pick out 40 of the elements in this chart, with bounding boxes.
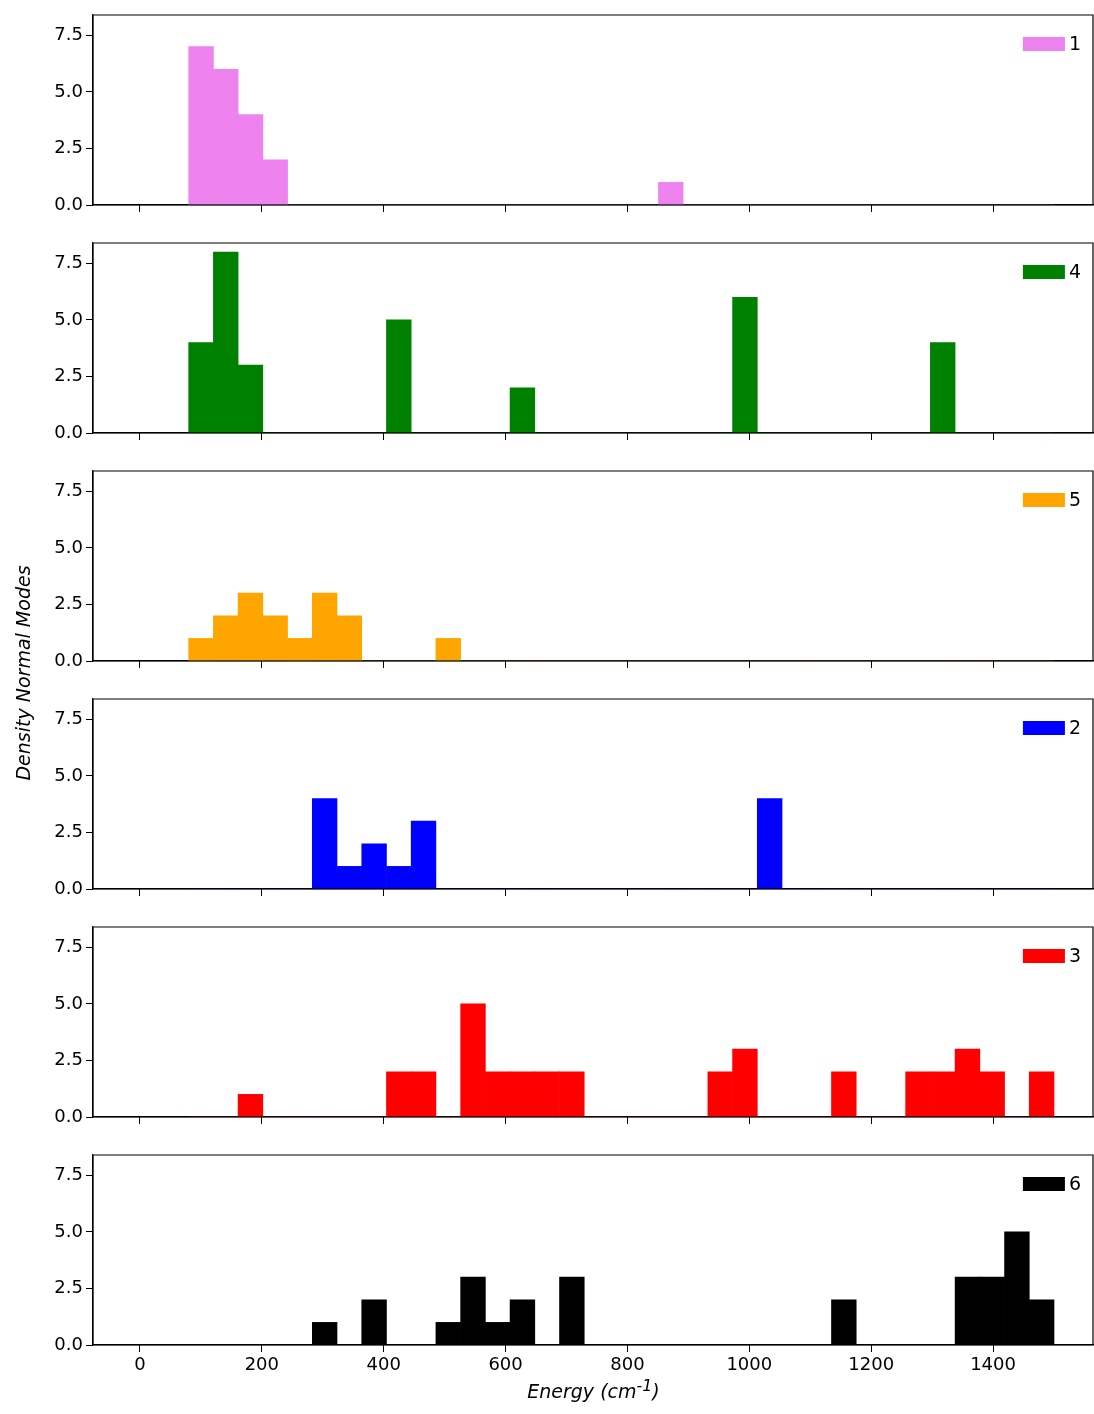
- y-tick-label: 5.0: [54, 307, 83, 329]
- legend-label: 1: [1068, 31, 1082, 54]
- y-tick-label: 5.0: [54, 991, 83, 1013]
- y-tick-label: 7.5: [54, 707, 83, 729]
- y-tick-label: 2.5: [54, 1276, 83, 1298]
- y-axis-title: Density Normal Modes: [11, 564, 34, 781]
- y-tick-label: 2.5: [54, 592, 83, 614]
- y-tick-label: 7.5: [54, 1163, 83, 1185]
- x-axis-title: Energy (cm$^{-1}$): [526, 1376, 661, 1403]
- y-tick-label: 7.5: [54, 251, 83, 273]
- x-tick-label: 600: [488, 1353, 523, 1375]
- y-tick-label: 0.0: [54, 648, 83, 670]
- y-tick-label: 0.0: [54, 876, 83, 898]
- legend-label: 6: [1068, 1171, 1082, 1194]
- y-tick-label: 0.0: [54, 1104, 83, 1126]
- y-tick-label: 7.5: [54, 935, 83, 957]
- legend-label: 3: [1068, 943, 1082, 966]
- y-tick-label: 0.0: [54, 1332, 83, 1354]
- legend-label: 2: [1068, 715, 1082, 738]
- legend-label: 4: [1068, 259, 1082, 282]
- x-tick-label: 0: [134, 1353, 146, 1375]
- y-tick-label: 0.0: [54, 192, 83, 214]
- y-tick-label: 7.5: [54, 479, 83, 501]
- y-tick-label: 5.0: [54, 763, 83, 785]
- x-tick-label: 1400: [970, 1353, 1016, 1375]
- y-tick-label: 2.5: [54, 1048, 83, 1070]
- y-tick-label: 5.0: [54, 79, 83, 101]
- y-tick-label: 2.5: [54, 820, 83, 842]
- x-tick-label: 1200: [848, 1353, 895, 1375]
- y-tick-label: 7.5: [54, 23, 83, 45]
- x-tick-label: 400: [366, 1353, 401, 1375]
- y-tick-label: 2.5: [54, 136, 83, 158]
- x-tick-label: 200: [244, 1353, 279, 1375]
- y-tick-label: 0.0: [54, 420, 83, 442]
- x-tick-label: 800: [610, 1353, 645, 1375]
- legend-label: 5: [1068, 487, 1082, 510]
- y-tick-label: 2.5: [54, 364, 83, 386]
- x-tick-label: 1000: [726, 1353, 773, 1375]
- y-tick-label: 5.0: [54, 1219, 83, 1241]
- y-tick-label: 5.0: [54, 535, 83, 557]
